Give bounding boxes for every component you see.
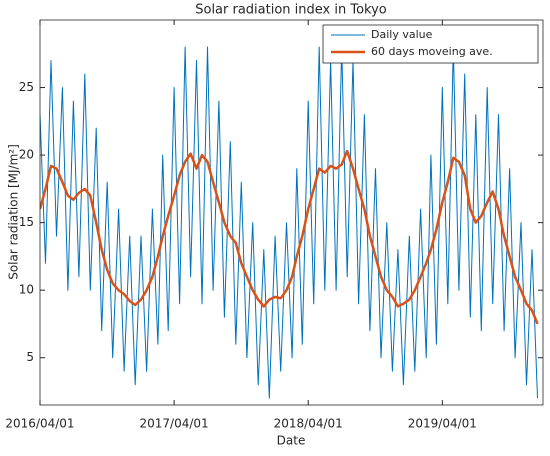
legend-label: Daily value	[371, 28, 433, 41]
legend-label: 60 days moveing ave.	[371, 45, 493, 58]
plot-lines	[40, 46, 539, 399]
x-tick-label: 2019/04/01	[408, 417, 477, 431]
series-line	[40, 149, 539, 325]
x-tick-label: 2016/04/01	[5, 417, 74, 431]
x-tick-label: 2017/04/01	[140, 417, 209, 431]
y-axis-label: Solar radiation [MJ/m²]	[7, 144, 21, 280]
chart-title: Solar radiation index in Tokyo	[195, 3, 387, 18]
y-tick-label: 25	[19, 80, 34, 94]
legend-box	[322, 24, 539, 64]
y-tick-label: 5	[26, 350, 34, 364]
x-axis-label: Date	[277, 434, 306, 448]
series-line	[40, 46, 538, 399]
x-tick-label: 2018/04/01	[274, 417, 343, 431]
y-tick-label: 20	[19, 148, 34, 162]
y-tick-label: 15	[19, 215, 34, 229]
y-tick-label: 10	[19, 283, 34, 297]
plot-frame	[39, 19, 544, 406]
